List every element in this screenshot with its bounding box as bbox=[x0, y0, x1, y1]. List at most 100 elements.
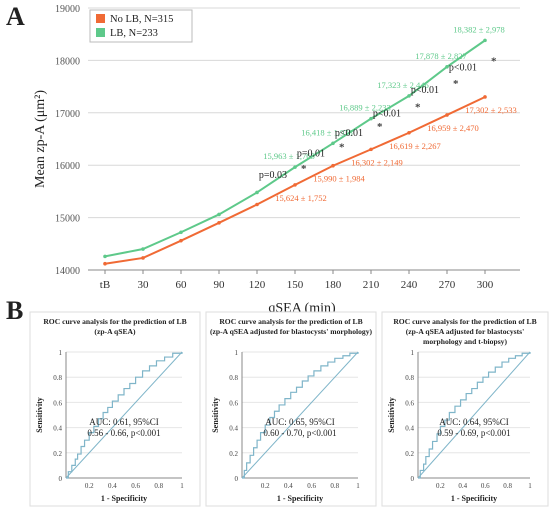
roc-x-tick-label: 0.6 bbox=[131, 482, 140, 490]
roc-y-tick-label: 1 bbox=[411, 349, 415, 357]
roc-auc-label: AUC: 0.61, 95%CI bbox=[89, 417, 159, 427]
roc-y-tick-label: 0.4 bbox=[229, 425, 238, 433]
roc-y-tick-label: 0.2 bbox=[53, 450, 62, 458]
x-tick-label: 240 bbox=[401, 279, 418, 291]
roc-y-tick-label: 0.2 bbox=[229, 450, 238, 458]
roc-x-tick-label: 1 bbox=[528, 482, 532, 490]
y-tick-label: 18000 bbox=[55, 56, 80, 67]
roc-reference-line bbox=[417, 351, 531, 479]
roc-chart: ROC curve analysis for the prediction of… bbox=[205, 311, 377, 507]
roc-x-tick-label: 0.2 bbox=[436, 482, 445, 490]
significance-star: * bbox=[491, 56, 497, 68]
roc-auc-label: AUC: 0.64, 95%CI bbox=[439, 417, 509, 427]
roc-subtitle: (zp-A qSEA adjusted for blastocysts' bbox=[406, 327, 524, 336]
roc-x-tick-label: 0.8 bbox=[154, 482, 163, 490]
roc-y-tick-label: 0.6 bbox=[229, 399, 238, 407]
roc-x-tick-label: 0.6 bbox=[481, 482, 490, 490]
roc-x-tick-label: 0.6 bbox=[307, 482, 316, 490]
x-tick-label: tB bbox=[100, 279, 110, 291]
roc-title: ROC curve analysis for the prediction of… bbox=[43, 317, 186, 326]
data-point bbox=[369, 116, 373, 121]
roc-y-tick-label: 1 bbox=[59, 349, 63, 357]
data-point bbox=[255, 190, 259, 195]
x-tick-label: 120 bbox=[249, 279, 266, 291]
roc-x-axis-title: 1 - Specificity bbox=[451, 494, 497, 503]
y-tick-label: 14000 bbox=[55, 266, 80, 277]
data-point bbox=[445, 113, 449, 117]
roc-subtitle: (zp-A qSEA adjusted for blastocysts' mor… bbox=[210, 327, 373, 336]
no-lb-value-label: 16,619 ± 2,267 bbox=[389, 141, 440, 151]
roc-y-tick-label: 0.8 bbox=[229, 374, 238, 382]
roc-x-tick-label: 0.8 bbox=[330, 482, 339, 490]
roc-y-tick-label: 0 bbox=[411, 475, 415, 483]
roc-chart: ROC curve analysis for the prediction of… bbox=[29, 311, 201, 507]
data-point bbox=[483, 38, 487, 43]
roc-y-axis-title: Sensitivity bbox=[35, 397, 44, 433]
roc-reference-line bbox=[65, 351, 183, 479]
roc-auc-label: AUC: 0.65, 95%CI bbox=[265, 417, 335, 427]
lb-value-label: 16,418 ± 1,978 bbox=[301, 127, 352, 137]
roc-panel-frame bbox=[205, 311, 377, 507]
x-tick-label: 90 bbox=[214, 279, 226, 291]
significance-star: * bbox=[377, 121, 383, 133]
x-tick-label: 150 bbox=[287, 279, 304, 291]
roc-x-tick-label: 0.2 bbox=[85, 482, 94, 490]
data-point bbox=[179, 230, 183, 235]
significance-star: * bbox=[301, 163, 307, 175]
roc-ci-label: 0.59 - 0.69, p<0.001 bbox=[437, 428, 510, 438]
y-tick-label: 17000 bbox=[55, 109, 80, 120]
roc-curve bbox=[242, 352, 359, 479]
p-value-label: p=0.01 bbox=[297, 149, 325, 160]
roc-y-tick-label: 0 bbox=[235, 475, 239, 483]
roc-curve bbox=[66, 352, 183, 479]
roc-panel-frame bbox=[29, 311, 201, 507]
roc-subtitle-line2: morphology and t-biopsy) bbox=[423, 337, 507, 346]
x-tick-label: 270 bbox=[439, 279, 456, 291]
roc-title: ROC curve analysis for the prediction of… bbox=[393, 317, 536, 326]
significance-star: * bbox=[453, 78, 459, 90]
legend-box bbox=[89, 9, 193, 43]
significance-star: * bbox=[339, 142, 345, 154]
roc-panel-frame bbox=[381, 311, 549, 507]
data-point bbox=[141, 256, 145, 260]
legend-swatch bbox=[96, 14, 105, 23]
roc-y-axis-title: Sensitivity bbox=[387, 397, 396, 433]
lb-value-label: 17,323 ± 2,446 bbox=[377, 80, 428, 90]
y-tick-label: 15000 bbox=[55, 214, 80, 225]
p-value-label: p<0.01 bbox=[335, 128, 363, 139]
no-lb-value-label: 17,302 ± 2,533 bbox=[465, 105, 516, 115]
chart-a: 14000 15000 16000 17000 18000 19000 tB 30 60 90 12… bbox=[33, 4, 520, 316]
roc-x-tick-label: 1 bbox=[180, 482, 184, 490]
legend: No LB, N=315 LB, N=233 bbox=[89, 9, 193, 43]
lb-value-label: 17,878 ± 2,827 bbox=[415, 51, 466, 61]
roc-ci-label: 0.60 - 0.70, p<0.001 bbox=[263, 428, 336, 438]
roc-y-tick-label: 0.6 bbox=[53, 399, 62, 407]
roc-ci-label: 0.56 - 0.66, p<0.001 bbox=[87, 428, 160, 438]
roc-y-tick-label: 0.6 bbox=[405, 399, 414, 407]
no-lb-value-label: 16,302 ± 2,149 bbox=[351, 157, 402, 167]
y-tick-label: 16000 bbox=[55, 161, 80, 172]
data-point bbox=[483, 95, 487, 99]
legend-label: No LB, N=315 bbox=[110, 14, 173, 25]
data-point bbox=[217, 212, 221, 217]
roc-title: ROC curve analysis for the prediction of… bbox=[219, 317, 362, 326]
lb-value-label: 15,963 ± 1,765 bbox=[263, 151, 314, 161]
x-tick-label: 60 bbox=[176, 279, 188, 291]
roc-x-tick-label: 0.4 bbox=[108, 482, 117, 490]
roc-x-tick-label: 0.4 bbox=[458, 482, 467, 490]
no-lb-value-label: 15,990 ± 1,984 bbox=[313, 174, 365, 184]
data-point bbox=[331, 141, 335, 146]
no-lb-value-label: 15,624 ± 1,752 bbox=[275, 193, 326, 203]
roc-x-tick-label: 1 bbox=[356, 482, 360, 490]
lb-value-label: 16,889 ± 2,233 bbox=[339, 103, 390, 113]
data-point bbox=[293, 165, 297, 169]
roc-x-axis-title: 1 - Specificity bbox=[101, 494, 147, 503]
roc-y-tick-label: 0.4 bbox=[53, 425, 62, 433]
roc-reference-line bbox=[241, 351, 359, 479]
data-point bbox=[331, 163, 335, 168]
roc-y-tick-label: 0.4 bbox=[405, 425, 414, 433]
data-point bbox=[445, 64, 449, 69]
data-point bbox=[179, 238, 183, 243]
significance-star: * bbox=[415, 101, 421, 113]
